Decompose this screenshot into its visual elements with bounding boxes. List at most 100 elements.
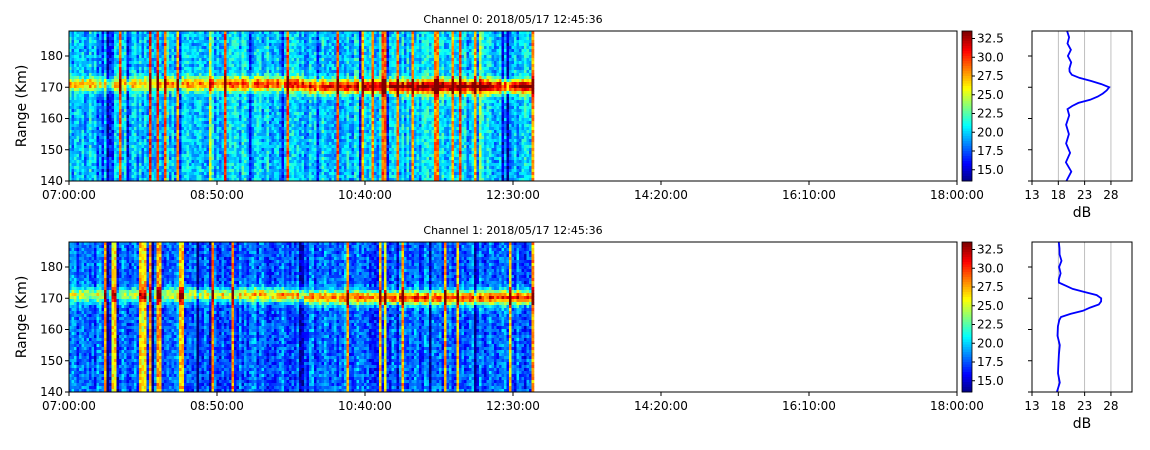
heatmap-cell [156,127,160,131]
heatmap-cell [84,142,87,146]
heatmap-cell [306,94,310,98]
heatmap-cell [219,145,222,149]
heatmap-cell [226,139,230,143]
heatmap-cell [221,106,225,110]
heatmap-cell [131,94,135,98]
heatmap-cell [149,46,152,50]
heatmap-cell [316,166,320,170]
heatmap-cell [74,136,77,140]
heatmap-cell [254,94,257,98]
heatmap-cell [184,79,187,83]
heatmap-cell [156,148,160,152]
heatmap-cell [311,49,315,53]
heatmap-cell [166,151,170,155]
heatmap-cell [84,145,87,149]
heatmap-cell [219,115,222,119]
heatmap-cell [206,34,210,38]
heatmap-cell [176,139,180,143]
heatmap-cell [296,175,300,179]
heatmap-cell [199,142,202,146]
heatmap-cell [234,79,237,83]
heatmap-cell [209,124,212,128]
heatmap-cell [189,76,192,80]
heatmap-cell [274,94,277,98]
heatmap-cell [79,175,82,179]
heatmap-cell [186,91,190,95]
heatmap-cell [209,169,212,173]
heatmap-cell [201,55,205,59]
heatmap-cell [126,127,130,131]
heatmap-cell [184,40,187,44]
heatmap-cell [261,94,265,98]
heatmap-cell [201,109,205,113]
heatmap-cell [261,160,265,164]
heatmap-cell [149,70,152,74]
heatmap-cell [236,97,240,101]
heatmap-cell [271,139,275,143]
heatmap-cell [76,166,80,170]
heatmap-cell [216,91,220,95]
heatmap-cell [209,121,212,125]
heatmap-cell [209,139,212,143]
heatmap-cell [156,76,160,80]
heatmap-cell [261,139,265,143]
heatmap-cell [99,130,102,134]
heatmap-cell [186,94,190,98]
heatmap-cell [111,145,115,149]
heatmap-cell [301,52,305,56]
heatmap-cell [219,70,222,74]
heatmap-cell [94,40,97,44]
heatmap-cell [211,151,215,155]
heatmap-cell [234,37,237,41]
heatmap-cell [299,67,302,71]
heatmap-cell [99,52,102,56]
heatmap-cell [119,178,122,182]
heatmap-cell [289,118,292,122]
heatmap-cell [289,64,292,68]
heatmap-cell [114,46,117,50]
heatmap-cell [111,82,115,86]
heatmap-cell [246,151,250,155]
heatmap-cell [304,130,307,134]
heatmap-cell [141,31,145,35]
heatmap-cell [274,148,277,152]
heatmap-cell [194,115,197,119]
heatmap-cell [276,163,280,167]
heatmap-cell [189,109,192,113]
heatmap-cell [184,163,187,167]
heatmap-cell [311,73,315,77]
heatmap-cell [276,103,280,107]
heatmap-cell [179,82,182,86]
heatmap-cell [146,37,150,41]
heatmap-cell [124,136,127,140]
heatmap-cell [251,79,255,83]
heatmap-cell [124,76,127,80]
heatmap-cell [174,136,177,140]
heatmap-cell [106,133,110,137]
heatmap-cell [266,124,270,128]
heatmap-cell [244,172,247,176]
heatmap-cell [234,61,237,65]
heatmap-cell [281,103,285,107]
heatmap-cell [309,163,312,167]
heatmap-cell [129,31,132,35]
heatmap-cell [291,127,295,131]
heatmap-cell [191,169,195,173]
heatmap-cell [284,148,287,152]
heatmap-cell [291,31,295,35]
heatmap-cell [219,73,222,77]
heatmap-cell [124,157,127,161]
heatmap-cell [186,46,190,50]
heatmap-cell [114,145,117,149]
heatmap-cell [259,151,262,155]
heatmap-cell [211,148,215,152]
heatmap-cell [261,175,265,179]
heatmap-cell [281,43,285,47]
heatmap-cell [114,97,117,101]
heatmap-cell [94,100,97,104]
heatmap-cell [314,133,317,137]
heatmap-cell [271,115,275,119]
heatmap-cell [194,118,197,122]
heatmap-cell [194,97,197,101]
heatmap-cell [94,61,97,65]
